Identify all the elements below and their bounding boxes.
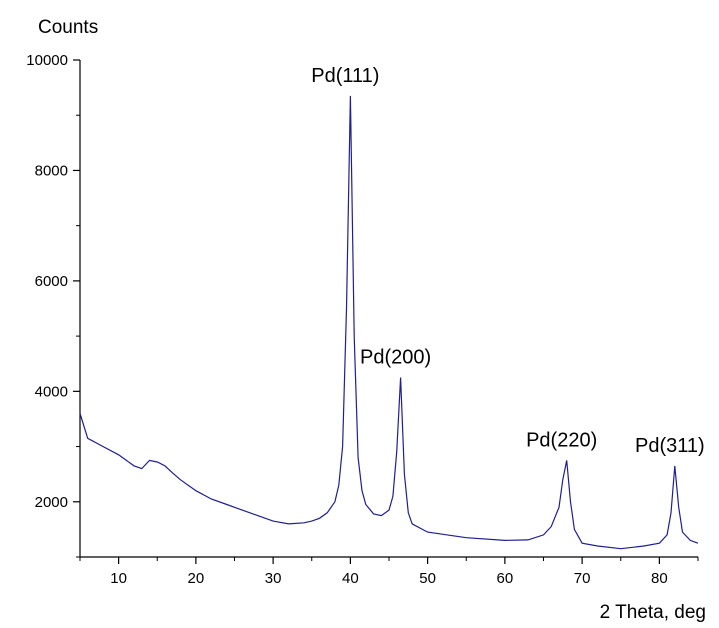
y-tick-label: 6000 xyxy=(35,273,68,290)
y-axis-label: Counts xyxy=(38,17,98,38)
x-axis-label: 2 Theta, deg xyxy=(600,602,706,623)
peak-annotation: Pd(311) xyxy=(635,435,705,457)
x-tick-label: 30 xyxy=(265,570,282,587)
x-tick-label: 50 xyxy=(419,570,436,587)
x-tick-label: 80 xyxy=(651,570,668,587)
x-tick-label: 20 xyxy=(188,570,205,587)
peak-annotations: Pd(111) Pd(200) Pd(220) Pd(311) xyxy=(311,65,704,457)
y-tick-label: 2000 xyxy=(35,494,68,511)
x-tick-label: 70 xyxy=(574,570,591,587)
x-tick-label: 40 xyxy=(342,570,359,587)
x-tick-label: 10 xyxy=(110,570,127,587)
diffraction-series-line xyxy=(79,95,699,550)
y-tick-label: 4000 xyxy=(35,383,68,400)
peak-annotation: Pd(111) xyxy=(311,65,379,87)
x-tick-label: 60 xyxy=(497,570,514,587)
y-axis-ticks: 2000 4000 6000 8000 10000 xyxy=(26,52,80,558)
y-tick-label: 10000 xyxy=(26,52,68,69)
peak-annotation: Pd(200) xyxy=(360,347,431,369)
y-tick-label: 8000 xyxy=(35,162,68,179)
x-axis-ticks: 10 20 30 40 50 60 70 80 xyxy=(79,557,699,587)
peak-annotation: Pd(220) xyxy=(526,429,597,451)
